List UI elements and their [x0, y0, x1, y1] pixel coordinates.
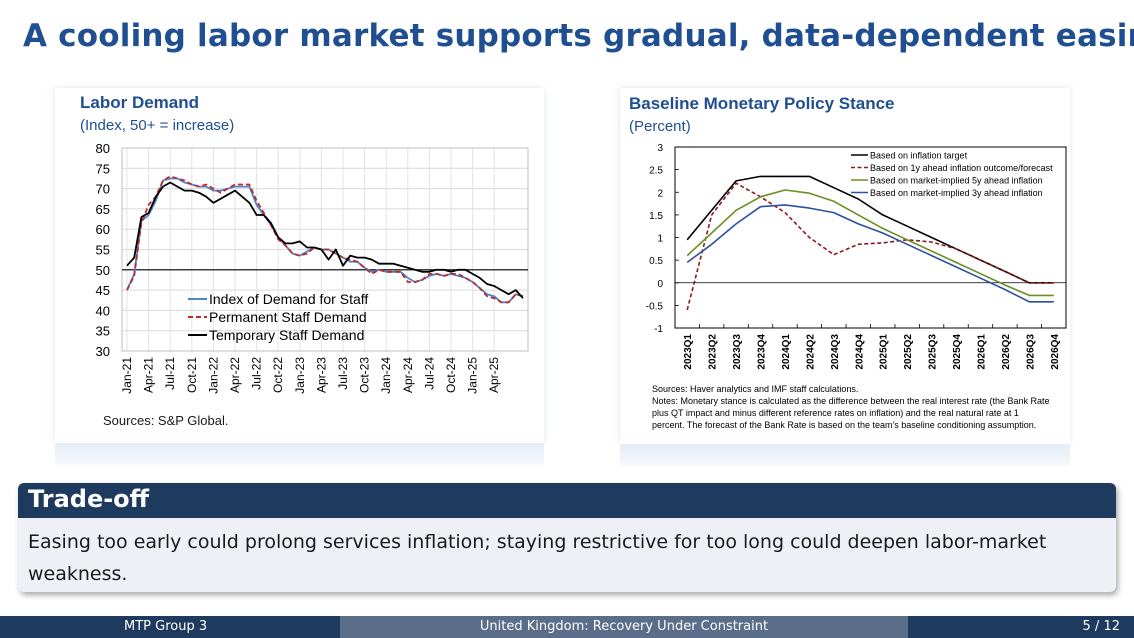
chart-notes: Sources: Haver analytics and IMF staff c… — [652, 383, 1070, 431]
y-tick-label: 35 — [96, 324, 110, 339]
y-tick-label: 40 — [96, 303, 110, 318]
x-tick-label: 2026Q1 — [976, 334, 987, 370]
series-line — [126, 177, 524, 304]
tradeoff-text: Easing too early could prolong services … — [28, 531, 1047, 585]
y-tick-label: -0.5 — [646, 301, 664, 312]
x-tick-label: 2025Q2 — [903, 334, 914, 370]
x-tick-label: 2023Q1 — [683, 334, 694, 370]
x-tick-label: Jan-24 — [379, 357, 393, 394]
x-tick-label: Oct-24 — [444, 357, 458, 393]
plot-frame — [674, 146, 1067, 329]
legend-label: Based on 1y ahead inflation outcome/fore… — [870, 163, 1053, 173]
legend-label: Based on inflation target — [870, 151, 968, 161]
x-tick-label: Apr-24 — [401, 357, 415, 393]
x-tick-label: Oct-22 — [271, 357, 285, 393]
labor-demand-panel: Labor Demand (Index, 50+ = increase) 30 3… — [55, 88, 544, 443]
x-tick-label: Jul-24 — [422, 357, 436, 390]
x-tick-label: Jul-21 — [163, 357, 177, 390]
x-tick-label: 2026Q3 — [1025, 334, 1036, 370]
series-line — [686, 204, 1054, 303]
legend-label: Permanent Staff Demand — [209, 309, 367, 325]
chart-title: Labor Demand — [80, 93, 200, 112]
x-tick-label: 2025Q1 — [879, 334, 890, 370]
x-tick-label: Jan-21 — [120, 357, 134, 394]
footer-page-number: 5 / 12 — [908, 616, 1134, 638]
footer-title: United Kingdom: Recovery Under Constrain… — [340, 616, 908, 638]
chart-subtitle: (Percent) — [629, 118, 691, 135]
y-tick-label: 50 — [96, 263, 110, 278]
x-tick-label: Jan-22 — [206, 357, 220, 394]
legend-label: Index of Demand for Staff — [209, 291, 368, 307]
y-tick-label: -1 — [654, 324, 663, 335]
x-tick-label: 2026Q2 — [1001, 334, 1012, 370]
x-tick-label: Oct-23 — [358, 357, 372, 393]
x-tick-label: 2023Q2 — [708, 334, 719, 370]
x-tick-label: Apr-22 — [228, 357, 242, 393]
y-tick-label: 60 — [96, 222, 110, 237]
series-line — [126, 175, 524, 304]
y-tick-label: 70 — [96, 182, 110, 197]
footer-author: MTP Group 3 — [0, 616, 340, 638]
plot-frame — [121, 147, 529, 352]
chart-subtitle: (Index, 50+ = increase) — [80, 117, 235, 134]
panel-shadow — [55, 443, 544, 465]
x-tick-label: 2024Q1 — [781, 334, 792, 370]
legend-label: Temporary Staff Demand — [209, 327, 364, 343]
x-tick-label: 2025Q3 — [928, 334, 939, 370]
x-tick-label: 2023Q4 — [757, 334, 768, 370]
legend-label: Based on market-implied 5y ahead inflati… — [870, 176, 1043, 186]
labor-demand-chart: 30 35 40 45 50 55 60 65 70 75 80 Jan-21 Apr-21 Jul-21… — [96, 141, 529, 394]
series-line — [126, 181, 524, 299]
footer: MTP Group 3 United Kingdom: Recovery Und… — [0, 616, 1134, 638]
y-tick-label: 80 — [96, 141, 110, 156]
tradeoff-block: Trade-off Easing too early could prolong… — [18, 483, 1116, 592]
x-tick-label: Jan-25 — [466, 357, 480, 394]
y-tick-label: 2.5 — [649, 166, 663, 177]
y-tick-label: 3 — [657, 143, 663, 154]
series-line — [686, 182, 1054, 311]
x-tick-label: 2025Q4 — [952, 334, 963, 370]
x-tick-label: Apr-23 — [314, 357, 328, 393]
chart-title: Baseline Monetary Policy Stance — [629, 94, 895, 113]
y-tick-label: 30 — [96, 344, 110, 359]
note-line: plus QT impact and minus different refer… — [652, 408, 1019, 418]
note-line: Notes: Monetary stance is calculated as … — [652, 396, 1050, 406]
y-tick-label: 75 — [96, 161, 110, 176]
note-line: Sources: Haver analytics and IMF staff c… — [652, 384, 859, 394]
tradeoff-heading: Trade-off — [18, 483, 1116, 518]
x-tick-label: Jan-23 — [293, 357, 307, 394]
slide-title: A cooling labor market supports gradual,… — [23, 18, 1134, 54]
x-tick-label: 2024Q4 — [854, 334, 865, 370]
y-tick-label: 55 — [96, 243, 110, 258]
policy-stance-panel: Baseline Monetary Policy Stance (Percent… — [620, 88, 1070, 444]
x-tick-label: 2024Q3 — [830, 334, 841, 370]
y-tick-label: 1.5 — [649, 211, 663, 222]
x-tick-label: 2023Q3 — [732, 334, 743, 370]
policy-stance-chart: -1 -0.5 0 0.5 1 1.5 2 2.5 3 2023Q1 2023Q2 2023Q3 202… — [646, 143, 1067, 370]
y-tick-label: 2 — [657, 188, 663, 199]
note-line: percent. The forecast of the Bank Rate i… — [652, 420, 1037, 430]
panel-shadow — [620, 444, 1070, 466]
legend-label: Based on market-implied 3y ahead inflati… — [870, 188, 1043, 198]
x-tick-label: Apr-21 — [142, 357, 156, 393]
y-tick-label: 45 — [96, 283, 110, 298]
y-tick-label: 65 — [96, 202, 110, 217]
x-tick-label: Jul-22 — [250, 357, 264, 390]
x-tick-label: Apr-25 — [487, 357, 501, 393]
series-line — [686, 189, 1054, 297]
x-tick-label: 2024Q2 — [805, 334, 816, 370]
y-tick-label: 0 — [657, 279, 663, 290]
x-tick-label: 2026Q4 — [1050, 334, 1061, 370]
x-tick-label: Oct-21 — [185, 357, 199, 393]
y-tick-label: 0.5 — [649, 256, 663, 267]
chart-source: Sources: S&P Global. — [103, 413, 229, 428]
x-tick-label: Jul-23 — [336, 357, 350, 390]
y-tick-label: 1 — [657, 234, 663, 245]
